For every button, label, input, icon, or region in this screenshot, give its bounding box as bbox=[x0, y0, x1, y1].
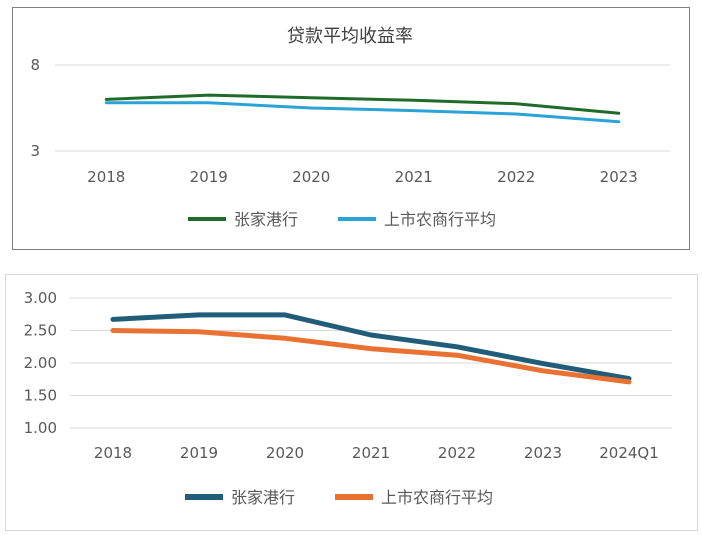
x-tick-label-1-4: 2022 bbox=[438, 444, 476, 462]
x-tick-label-1-0: 2018 bbox=[94, 444, 132, 462]
series-line-1-1 bbox=[110, 328, 632, 385]
legend-label-0-1: 上市农商行平均 bbox=[384, 210, 496, 229]
y-tick-label-1-1: 1.50 bbox=[24, 387, 57, 405]
y-tick-label-0-0: 3 bbox=[30, 142, 40, 160]
x-tick-label-1-5: 2023 bbox=[524, 444, 562, 462]
series-line-0-1 bbox=[104, 101, 621, 124]
chart-title-0: 贷款平均收益率 bbox=[287, 26, 413, 47]
legend-label-1-0: 张家港行 bbox=[231, 488, 295, 507]
series-line-0-0 bbox=[104, 93, 621, 115]
x-tick-label-0-1: 2019 bbox=[190, 168, 228, 186]
x-tick-label-1-1: 2019 bbox=[180, 444, 218, 462]
y-tick-label-0-1: 8 bbox=[30, 56, 40, 74]
y-tick-label-1-3: 2.50 bbox=[24, 322, 57, 340]
y-tick-label-1-0: 1.00 bbox=[24, 419, 57, 437]
x-tick-label-1-6: 2024Q1 bbox=[599, 444, 659, 462]
x-tick-label-0-0: 2018 bbox=[87, 168, 125, 186]
chart-panel-loan-yield bbox=[12, 7, 690, 250]
x-tick-label-0-3: 2021 bbox=[395, 168, 433, 186]
x-tick-label-1-3: 2021 bbox=[352, 444, 390, 462]
x-tick-label-0-2: 2020 bbox=[292, 168, 330, 186]
legend-label-0-0: 张家港行 bbox=[234, 210, 298, 229]
x-tick-label-1-2: 2020 bbox=[266, 444, 304, 462]
y-tick-label-1-2: 2.00 bbox=[24, 354, 57, 372]
x-tick-label-0-5: 2023 bbox=[600, 168, 638, 186]
x-tick-label-0-4: 2022 bbox=[497, 168, 535, 186]
y-tick-label-1-4: 3.00 bbox=[24, 289, 57, 307]
legend-label-1-1: 上市农商行平均 bbox=[381, 488, 493, 507]
